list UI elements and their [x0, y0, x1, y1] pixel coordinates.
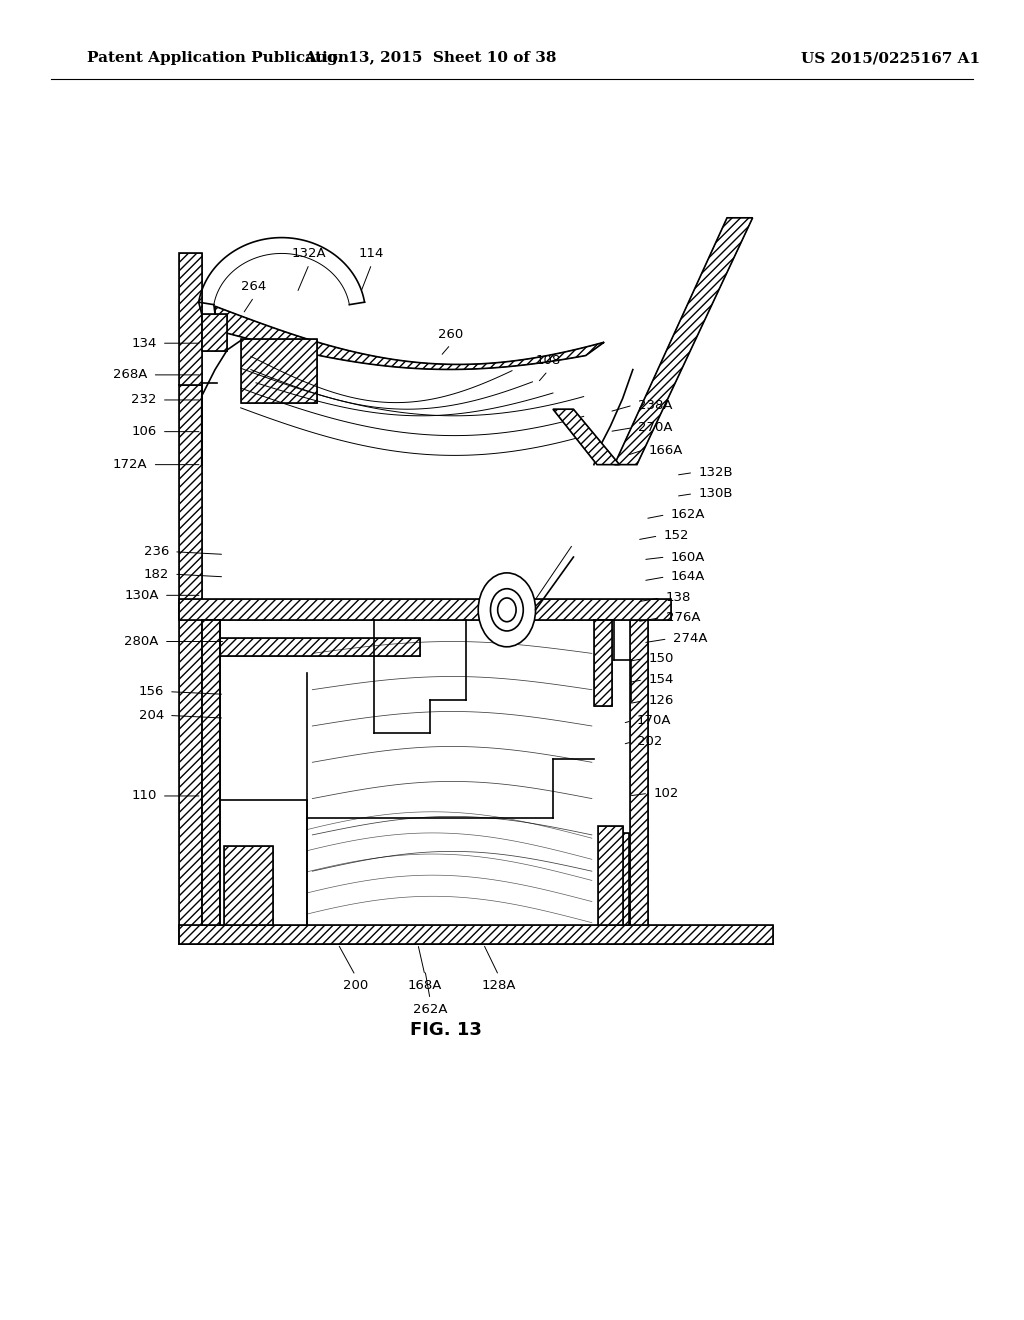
Polygon shape	[553, 409, 620, 465]
Bar	[220, 638, 420, 656]
Bar	[179, 599, 671, 620]
Bar	[241, 339, 317, 403]
Text: 126: 126	[648, 694, 674, 708]
Bar	[594, 620, 612, 706]
Text: 166A: 166A	[648, 444, 683, 457]
Text: 128A: 128A	[481, 979, 516, 993]
Bar	[614, 833, 629, 925]
Text: 200: 200	[343, 979, 368, 993]
Polygon shape	[614, 218, 753, 465]
Text: 170A: 170A	[637, 714, 672, 727]
Circle shape	[478, 573, 536, 647]
Bar	[630, 620, 648, 944]
Circle shape	[498, 598, 516, 622]
Text: 114: 114	[359, 247, 384, 260]
Text: 108: 108	[536, 354, 560, 367]
Bar	[202, 314, 227, 351]
Bar	[594, 620, 612, 706]
Text: 274A: 274A	[673, 632, 708, 645]
Text: Aug. 13, 2015  Sheet 10 of 38: Aug. 13, 2015 Sheet 10 of 38	[304, 51, 556, 65]
Bar	[241, 339, 317, 403]
Bar	[179, 385, 202, 944]
Bar	[179, 385, 202, 944]
Bar	[220, 638, 420, 656]
Text: 202: 202	[637, 735, 663, 748]
Text: 182: 182	[143, 568, 169, 581]
Text: 238A: 238A	[638, 399, 673, 412]
Text: 134: 134	[131, 337, 157, 350]
Text: 150: 150	[648, 652, 674, 665]
Text: 154: 154	[648, 673, 674, 686]
Polygon shape	[215, 306, 604, 370]
Bar	[598, 826, 623, 925]
Text: 102: 102	[653, 787, 679, 800]
Text: 156: 156	[138, 685, 164, 698]
Text: 260: 260	[438, 327, 463, 341]
Circle shape	[490, 589, 523, 631]
Bar	[179, 253, 202, 385]
Text: 270A: 270A	[638, 421, 673, 434]
Bar	[614, 833, 629, 925]
Bar	[224, 846, 273, 925]
Text: 236: 236	[143, 545, 169, 558]
Text: 110: 110	[131, 789, 157, 803]
Text: 160A: 160A	[671, 550, 706, 564]
Bar	[202, 620, 220, 925]
Bar	[202, 314, 227, 351]
Text: 264: 264	[242, 280, 266, 293]
Bar	[179, 925, 773, 944]
Bar	[179, 599, 671, 620]
Bar	[179, 925, 773, 944]
Text: 168A: 168A	[408, 979, 442, 993]
Text: 204: 204	[138, 709, 164, 722]
Text: 232: 232	[131, 393, 157, 407]
Text: 132A: 132A	[292, 247, 327, 260]
Bar	[202, 620, 220, 925]
Text: 132B: 132B	[698, 466, 733, 479]
Text: US 2015/0225167 A1: US 2015/0225167 A1	[802, 51, 980, 65]
Text: 262A: 262A	[413, 1003, 447, 1016]
Text: 268A: 268A	[113, 368, 147, 381]
Text: 162A: 162A	[671, 508, 706, 521]
Text: 276A: 276A	[666, 611, 700, 624]
Bar	[220, 800, 307, 925]
Text: 130A: 130A	[124, 589, 159, 602]
Text: Patent Application Publication: Patent Application Publication	[87, 51, 349, 65]
Text: 164A: 164A	[671, 570, 706, 583]
Text: 106: 106	[131, 425, 157, 438]
Bar	[224, 846, 273, 925]
Text: 130B: 130B	[698, 487, 733, 500]
Bar	[630, 620, 648, 944]
Text: 172A: 172A	[113, 458, 147, 471]
Bar	[598, 826, 623, 925]
Bar	[179, 253, 202, 385]
Text: 280A: 280A	[124, 635, 159, 648]
Text: FIG. 13: FIG. 13	[410, 1020, 481, 1039]
Text: 138: 138	[666, 591, 691, 605]
Text: 152: 152	[664, 529, 689, 543]
